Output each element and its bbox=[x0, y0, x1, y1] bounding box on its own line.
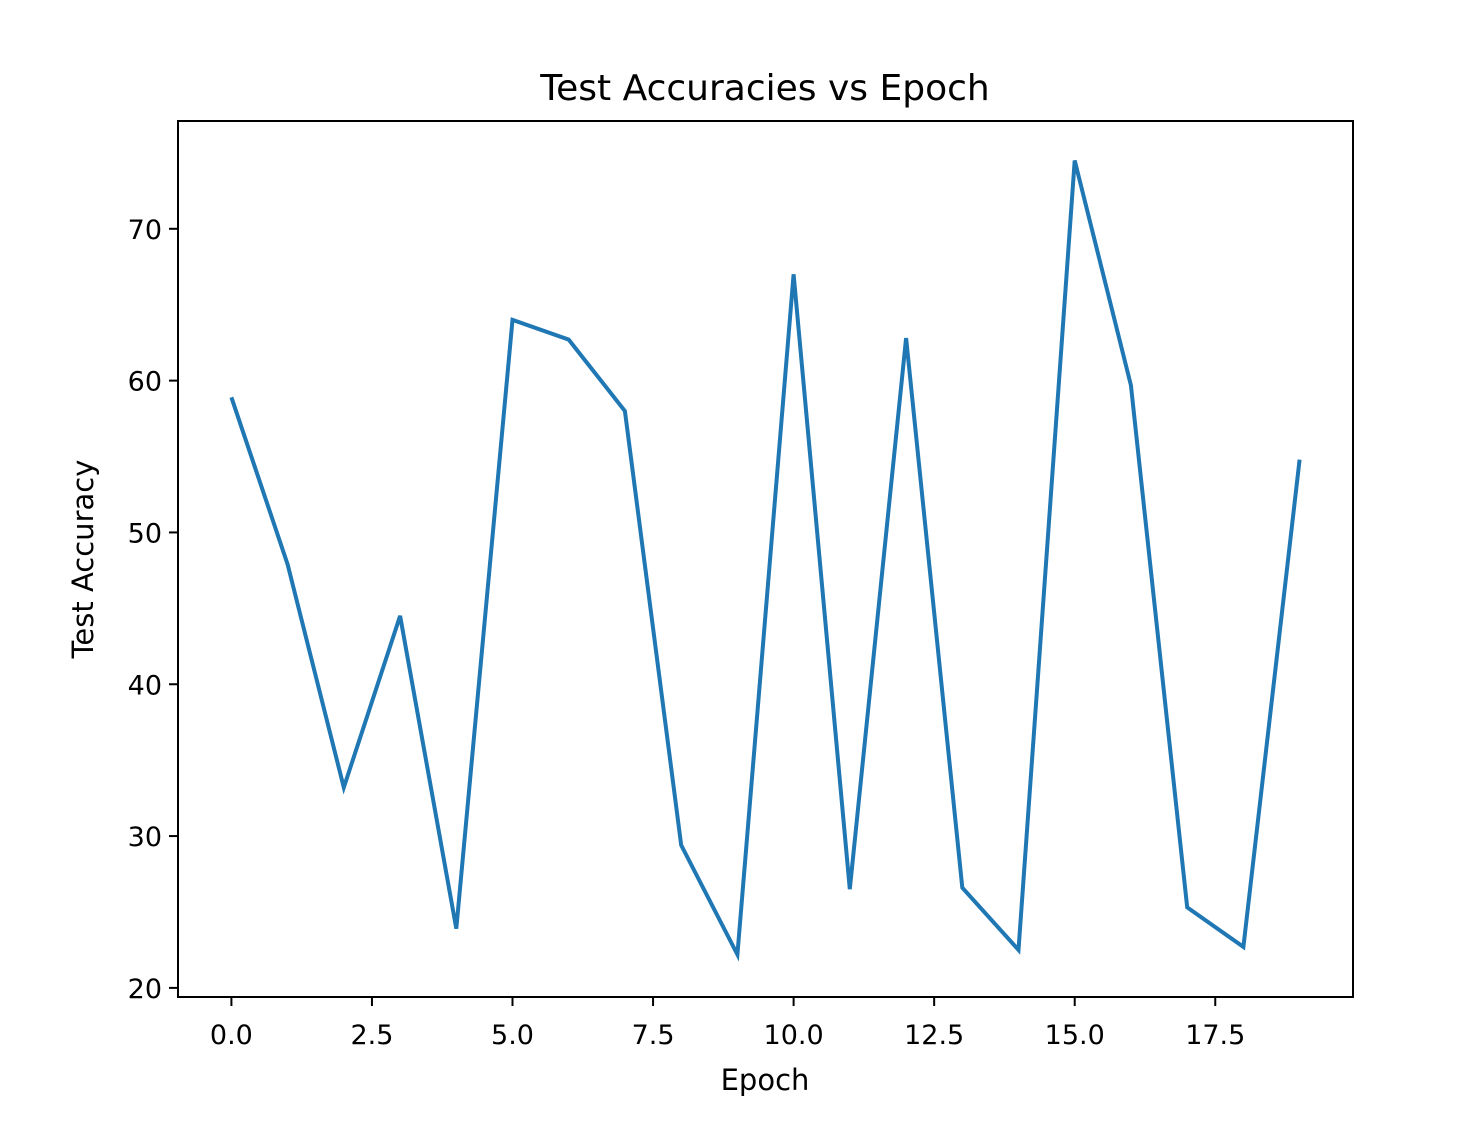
x-tick-label: 2.5 bbox=[350, 1020, 393, 1051]
series-line bbox=[229, 160, 1302, 962]
data-point bbox=[1298, 458, 1302, 462]
y-tick-label: 60 bbox=[128, 367, 162, 398]
data-point bbox=[623, 409, 627, 413]
y-tick-label: 30 bbox=[128, 822, 162, 853]
data-point bbox=[1073, 159, 1077, 163]
data-point bbox=[511, 318, 515, 322]
data-point bbox=[454, 927, 458, 931]
data-point bbox=[567, 338, 571, 342]
data-point bbox=[1017, 948, 1021, 952]
data-point bbox=[1241, 945, 1245, 949]
x-tick-label: 15.0 bbox=[1045, 1020, 1105, 1051]
y-axis-ticks: 20 30 40 50 60 70 bbox=[128, 215, 178, 1005]
y-axis-label: Test Accuracy bbox=[66, 460, 100, 660]
x-tick-label: 7.5 bbox=[632, 1020, 675, 1051]
data-point bbox=[904, 336, 908, 340]
y-tick-label: 70 bbox=[128, 215, 162, 246]
data-point bbox=[1185, 905, 1189, 909]
data-point bbox=[848, 887, 852, 891]
data-point bbox=[679, 843, 683, 847]
plot-area-frame bbox=[177, 120, 1354, 998]
x-tick-label: 17.5 bbox=[1185, 1020, 1245, 1051]
y-tick-label: 40 bbox=[128, 670, 162, 701]
series-layer bbox=[229, 159, 1302, 962]
data-point bbox=[792, 272, 796, 276]
x-tick-label: 10.0 bbox=[764, 1020, 824, 1051]
x-tick-label: 12.5 bbox=[904, 1020, 964, 1051]
data-point bbox=[398, 614, 402, 618]
x-tick-label: 0.0 bbox=[210, 1020, 253, 1051]
y-tick-label: 20 bbox=[128, 974, 162, 1005]
data-point bbox=[342, 786, 346, 790]
x-axis-label: Epoch bbox=[721, 1063, 810, 1097]
x-axis-ticks: 0.0 2.5 5.0 7.5 10.0 12.5 15.0 17.5 bbox=[210, 997, 1245, 1051]
x-tick-label: 5.0 bbox=[491, 1020, 534, 1051]
chart-title: Test Accuracies vs Epoch bbox=[539, 68, 989, 109]
data-point bbox=[286, 562, 290, 566]
y-tick-label: 50 bbox=[128, 518, 162, 549]
data-point bbox=[1129, 383, 1133, 387]
data-point bbox=[229, 395, 233, 399]
data-point bbox=[960, 886, 964, 890]
data-point bbox=[735, 953, 739, 957]
